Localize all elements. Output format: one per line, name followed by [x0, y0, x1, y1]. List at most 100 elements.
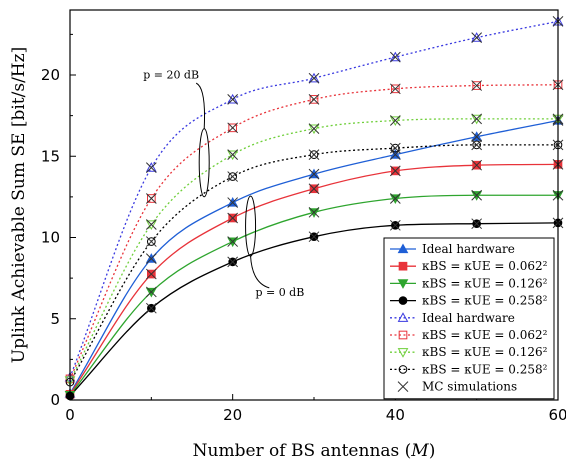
legend-swatch-marker: [398, 365, 408, 374]
legend-box: [383, 237, 555, 400]
mc-point: [308, 183, 320, 195]
series-7-point: [472, 140, 481, 150]
series-5-point: [309, 95, 319, 104]
mc-point: [227, 149, 239, 160]
y-axis-title: Uplink Achievable Sum SE [bit/s/Hz]: [9, 47, 29, 363]
series-7-point: [228, 172, 237, 181]
series-4-point: [227, 93, 239, 104]
markers-layer: [64, 15, 564, 401]
series-4-point: [308, 72, 320, 83]
mc-point: [227, 122, 239, 134]
legend: Ideal hardware κBS = κUE = 0.062² κBS = κU…: [383, 237, 555, 400]
mc-point: [308, 123, 320, 134]
mc-point: [389, 193, 401, 204]
mc-point: [227, 212, 239, 224]
legend-swatch-mc: [397, 381, 409, 392]
mc-point: [227, 197, 239, 208]
mc-point: [308, 206, 320, 218]
series-5-point: [391, 84, 400, 94]
annotation-label-0db: p = 0 dB: [255, 286, 304, 299]
legend-swatch-marker: [398, 296, 408, 305]
mc-point: [227, 236, 239, 247]
mc-point: [389, 219, 401, 231]
mc-point: [227, 256, 239, 268]
annotation-leader-20db: [195, 82, 206, 129]
x-tick-label: 20: [223, 406, 242, 424]
series-6-point: [308, 124, 320, 135]
legend-label-mc: MC simulations: [422, 380, 517, 394]
mc-point: [145, 236, 157, 247]
mc-point: [227, 94, 239, 105]
y-tick-label: 20: [41, 66, 60, 84]
mc-point: [145, 302, 157, 314]
series-4-point: [471, 32, 483, 42]
legend-label: Ideal hardware: [422, 311, 515, 325]
mc-point: [471, 113, 483, 125]
mc-point: [227, 171, 239, 182]
legend-label: κBS = κUE = 0.062²: [422, 328, 548, 342]
legend-swatch-marker: [397, 243, 409, 254]
legend-swatch-marker: [397, 348, 409, 358]
y-tick-label: 0: [50, 391, 60, 409]
x-tick-label: 60: [548, 406, 566, 424]
mc-point: [471, 80, 483, 91]
annotation-leader-0db: [250, 256, 270, 289]
series-4-point: [389, 51, 401, 62]
series-5-point: [472, 81, 481, 90]
series-6-point: [145, 220, 157, 231]
series-7-point: [391, 143, 400, 153]
series-5-point: [147, 194, 156, 203]
mc-point: [145, 162, 157, 173]
mc-point: [308, 94, 320, 105]
mc-point: [389, 142, 401, 154]
legend-swatch-marker: [398, 261, 408, 271]
mc-point: [308, 231, 320, 243]
mc-point: [389, 115, 401, 126]
legend-label: κBS = κUE = 0.126²: [422, 276, 548, 290]
mc-point: [471, 131, 483, 143]
legend-swatch-marker: [397, 312, 409, 322]
legend-label: κBS = κUE = 0.062²: [422, 259, 548, 273]
series-7-point: [309, 150, 319, 159]
annotations-layer: p = 20 dB p = 0 dB: [143, 68, 304, 299]
y-tick-label: 15: [41, 147, 60, 165]
mc-point: [471, 189, 483, 201]
legend-swatch-marker: [398, 330, 408, 340]
mc-point: [389, 83, 401, 95]
mc-point: [145, 193, 157, 204]
mc-point: [389, 51, 401, 63]
series-line-4: [69, 20, 559, 378]
series-line-7: [69, 144, 558, 383]
annotation-ellipse-0db: [245, 195, 257, 257]
series-6-point: [471, 114, 483, 125]
annotation-label-20db: p = 20 dB: [143, 68, 199, 81]
mc-point: [308, 72, 320, 84]
mc-point: [145, 219, 157, 230]
x-axis-title: Number of BS antennas (M): [193, 441, 436, 461]
legend-swatch-marker: [397, 279, 409, 289]
series-4-point: [145, 162, 157, 172]
y-tick-label: 5: [50, 310, 60, 328]
legend-label: κBS = κUE = 0.258²: [422, 294, 548, 308]
series-7-point: [147, 237, 156, 246]
mc-point: [308, 168, 320, 180]
mc-point: [471, 32, 483, 43]
mc-point: [471, 218, 483, 230]
mc-point: [145, 253, 157, 264]
legend-label: κBS = κUE = 0.126²: [422, 345, 548, 359]
legend-label: κBS = κUE = 0.258²: [422, 362, 548, 376]
annotation-ellipse-20db: [198, 128, 210, 198]
mc-point: [308, 149, 320, 160]
ticks-layer: 0 20 40 60 0 5 10 15 20: [41, 33, 566, 424]
mc-point: [471, 159, 483, 171]
y-tick-label: 10: [41, 229, 60, 247]
mc-point: [145, 268, 157, 280]
mc-point: [471, 139, 483, 151]
series-6-point: [389, 116, 401, 127]
legend-label: Ideal hardware: [422, 242, 515, 256]
mc-point: [389, 165, 401, 177]
x-tick-label: 40: [386, 406, 405, 424]
series-6-point: [227, 150, 239, 161]
mc-point: [145, 286, 157, 298]
